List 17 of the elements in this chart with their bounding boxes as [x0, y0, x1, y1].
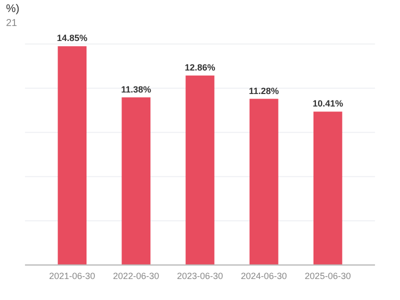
- bar: [122, 97, 150, 265]
- data-label: 14.85%: [56, 33, 88, 44]
- x-tick-label: 2024-06-30: [240, 271, 287, 281]
- data-label: 12.86%: [184, 62, 216, 73]
- bar: [186, 76, 214, 265]
- chart-subtitle: 21: [6, 18, 18, 29]
- data-label: 10.41%: [312, 98, 344, 109]
- data-label: 11.38%: [121, 84, 152, 94]
- x-tick-label: 2025-06-30: [304, 271, 351, 281]
- x-tick-label: 2021-06-30: [49, 271, 96, 281]
- bar: [313, 112, 342, 265]
- bar: [250, 98, 278, 265]
- bar: [58, 46, 87, 265]
- data-label: 11.28%: [248, 86, 279, 96]
- chart-title: %): [6, 3, 20, 15]
- x-tick-label: 2023-06-30: [176, 271, 224, 281]
- x-tick-label: 2022-06-30: [113, 271, 160, 281]
